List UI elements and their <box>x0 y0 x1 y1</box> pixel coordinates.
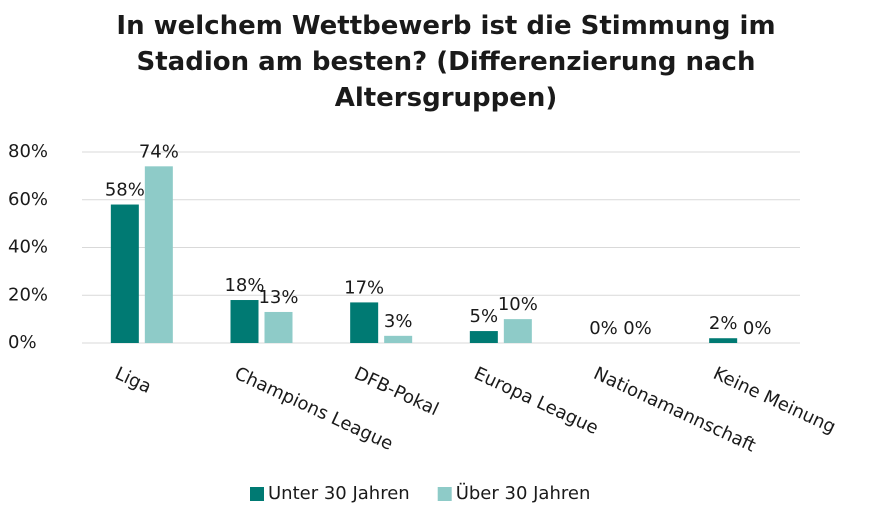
bar <box>264 311 293 343</box>
x-tick-label: DFB-Pokal <box>351 363 442 420</box>
value-label: 18% <box>224 275 264 296</box>
bar <box>384 335 413 343</box>
value-label: 58% <box>105 180 145 201</box>
bar <box>709 338 738 343</box>
value-label: 5% <box>470 306 499 327</box>
bar <box>350 302 379 343</box>
value-label: 13% <box>258 287 298 308</box>
legend-swatch <box>250 487 264 501</box>
value-label: 74% <box>139 141 179 162</box>
value-label: 0% <box>589 318 618 339</box>
bar <box>503 319 532 343</box>
y-tick-label: 80% <box>8 141 48 162</box>
bar <box>469 331 498 343</box>
bar <box>144 166 173 343</box>
y-tick-label: 60% <box>8 189 48 210</box>
y-tick-label: 0% <box>8 332 37 353</box>
legend-label: Über 30 Jahren <box>456 482 591 504</box>
legend-label: Unter 30 Jahren <box>268 483 410 504</box>
value-label: 2% <box>709 313 738 334</box>
x-tick-label: Liga <box>112 363 155 398</box>
value-label: 0% <box>623 318 652 339</box>
chart-title: In welchem Wettbewerb ist die Stimmung i… <box>116 11 776 113</box>
y-tick-label: 40% <box>8 237 48 258</box>
y-tick-label: 20% <box>8 284 48 305</box>
value-label: 10% <box>498 294 538 315</box>
value-label: 3% <box>384 311 413 332</box>
bar <box>230 300 259 343</box>
bar <box>110 204 139 343</box>
value-label: 17% <box>344 277 384 298</box>
x-tick-label: Europa League <box>471 363 602 439</box>
value-label: 0% <box>743 318 772 339</box>
legend-swatch <box>437 487 452 501</box>
